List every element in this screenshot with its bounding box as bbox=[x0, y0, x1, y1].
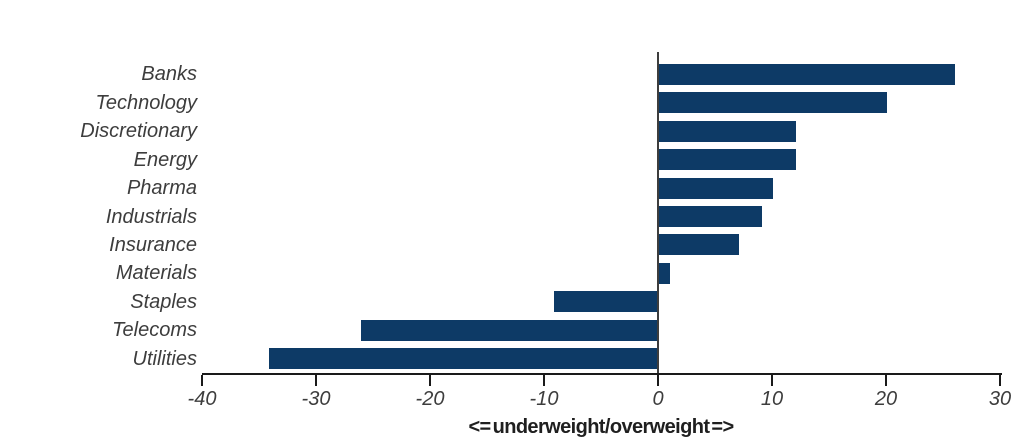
x-tick-label: -10 bbox=[529, 388, 559, 410]
bar-insurance bbox=[659, 234, 739, 256]
category-label: Insurance bbox=[109, 233, 197, 256]
category-label: Pharma bbox=[126, 177, 197, 200]
bar-pharma bbox=[659, 177, 773, 199]
category-label: Technology bbox=[95, 91, 197, 114]
category-label: Utilities bbox=[132, 347, 197, 370]
category-label: Materials bbox=[115, 262, 197, 285]
category-label: Energy bbox=[133, 148, 197, 171]
x-tick-label: -30 bbox=[301, 388, 331, 410]
x-tick bbox=[771, 375, 773, 386]
bar-discretionary bbox=[659, 120, 796, 142]
bar-industrials bbox=[659, 206, 762, 227]
plot-area bbox=[202, 52, 1000, 373]
x-tick bbox=[543, 375, 545, 386]
category-label: Staples bbox=[130, 290, 197, 313]
bar-banks bbox=[659, 63, 956, 85]
x-tick-label: -20 bbox=[415, 388, 445, 410]
x-axis-line bbox=[202, 373, 1002, 375]
x-tick bbox=[999, 375, 1001, 386]
x-tick bbox=[429, 375, 431, 386]
bar-technology bbox=[659, 92, 887, 114]
x-tick bbox=[657, 375, 659, 386]
x-tick-label: 10 bbox=[760, 388, 784, 410]
x-tick-label: -40 bbox=[187, 388, 217, 410]
x-tick bbox=[315, 375, 317, 386]
category-label: Discretionary bbox=[80, 120, 197, 143]
bar-materials bbox=[659, 262, 671, 284]
bar-energy bbox=[659, 149, 796, 171]
x-tick-label: 30 bbox=[988, 388, 1012, 410]
x-tick bbox=[885, 375, 887, 386]
category-label: Industrials bbox=[105, 205, 197, 228]
bar-telecoms bbox=[360, 319, 657, 341]
x-tick-label: 20 bbox=[874, 388, 898, 410]
category-label: Telecoms bbox=[112, 319, 197, 342]
x-tick-label: 0 bbox=[652, 388, 664, 410]
x-axis-title: <= underweight/overweight => bbox=[468, 416, 734, 438]
x-tick bbox=[201, 375, 203, 386]
bar-staples bbox=[554, 291, 657, 313]
zero-axis-line bbox=[657, 52, 659, 373]
category-label: Banks bbox=[141, 63, 197, 86]
bar-utilities bbox=[269, 348, 657, 370]
